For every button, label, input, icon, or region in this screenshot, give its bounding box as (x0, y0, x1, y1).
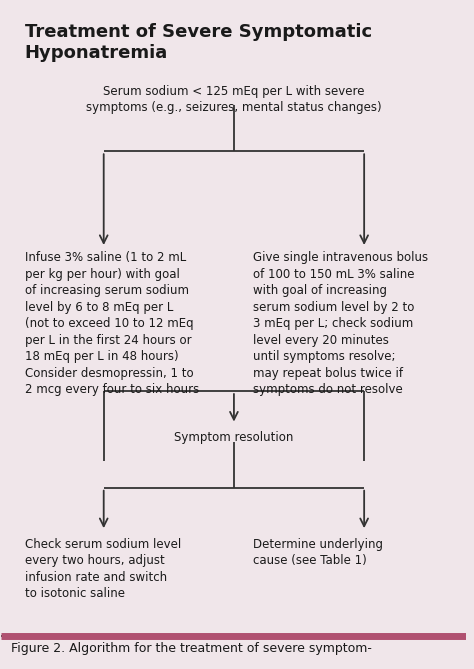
Text: Treatment of Severe Symptomatic
Hyponatremia: Treatment of Severe Symptomatic Hyponatr… (25, 23, 372, 62)
Text: Symptom resolution: Symptom resolution (174, 431, 293, 444)
Text: Determine underlying
cause (see Table 1): Determine underlying cause (see Table 1) (253, 538, 383, 567)
Text: Serum sodium < 125 mEq per L with severe
symptoms (e.g., seizures, mental status: Serum sodium < 125 mEq per L with severe… (86, 85, 382, 114)
Text: Figure 2. Algorithm for the treatment of severe symptom-: Figure 2. Algorithm for the treatment of… (11, 642, 372, 656)
Text: Infuse 3% saline (1 to 2 mL
per kg per hour) with goal
of increasing serum sodiu: Infuse 3% saline (1 to 2 mL per kg per h… (25, 252, 199, 396)
Text: Give single intravenous bolus
of 100 to 150 mL 3% saline
with goal of increasing: Give single intravenous bolus of 100 to … (253, 252, 428, 396)
Text: Check serum sodium level
every two hours, adjust
infusion rate and switch
to iso: Check serum sodium level every two hours… (25, 538, 181, 600)
